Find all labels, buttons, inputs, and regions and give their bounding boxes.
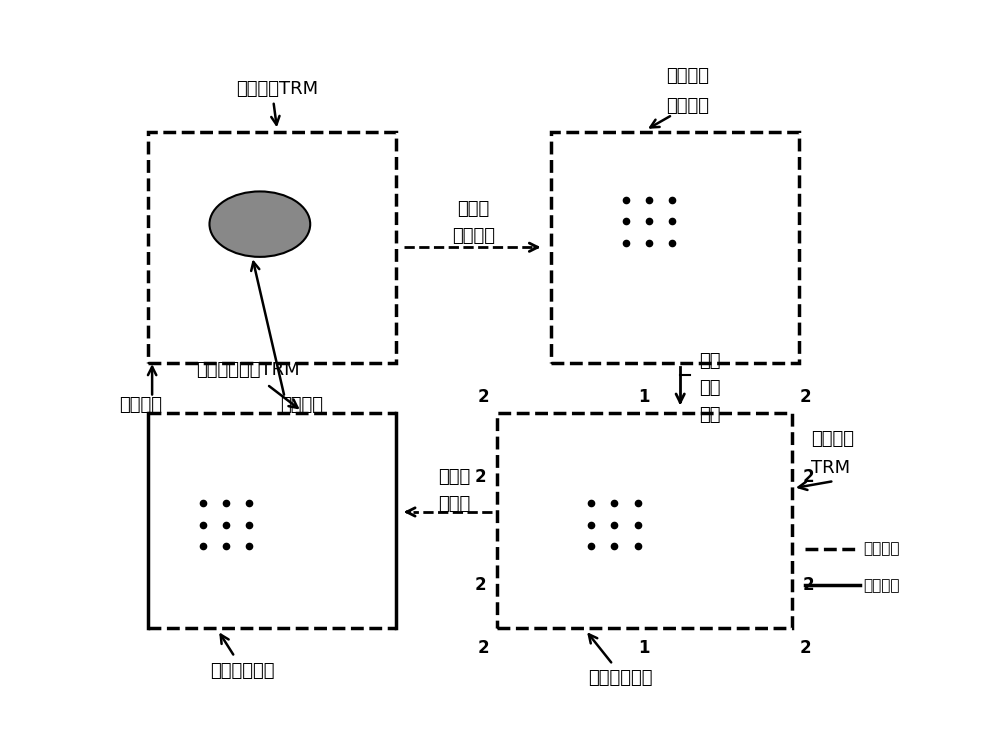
Bar <box>497 413 792 628</box>
Text: 2: 2 <box>477 388 489 407</box>
Text: 2: 2 <box>800 638 811 656</box>
Text: 离散化: 离散化 <box>458 200 490 218</box>
Text: 未选单元: 未选单元 <box>864 541 900 556</box>
Text: 1: 1 <box>639 388 650 407</box>
Text: 要求: 要求 <box>700 406 721 424</box>
Text: 2: 2 <box>474 469 486 486</box>
Bar <box>551 132 799 363</box>
Text: 2: 2 <box>477 638 489 656</box>
Text: 增益补偿因子: 增益补偿因子 <box>588 670 653 688</box>
Text: 离散化的: 离散化的 <box>666 67 709 86</box>
Text: 2: 2 <box>803 469 814 486</box>
Text: 效率阈: 效率阈 <box>438 469 471 486</box>
Text: 2: 2 <box>800 388 811 407</box>
Text: 1: 1 <box>639 638 650 656</box>
Text: 最优稀疏单元TRM: 最优稀疏单元TRM <box>196 361 299 379</box>
Bar <box>148 132 396 363</box>
Text: 受能区域: 受能区域 <box>666 97 709 115</box>
Text: 旁瓣: 旁瓣 <box>700 352 721 370</box>
Text: 值要求: 值要求 <box>438 495 471 513</box>
Text: 2: 2 <box>803 577 814 595</box>
Ellipse shape <box>209 191 310 257</box>
Text: 选中单元: 选中单元 <box>864 578 900 593</box>
Text: 受能区域: 受能区域 <box>452 226 495 244</box>
Text: 稀疏单元: 稀疏单元 <box>811 430 854 448</box>
Text: 密集单元TRM: 密集单元TRM <box>236 80 318 98</box>
Text: 基本单元: 基本单元 <box>119 396 162 414</box>
Text: 受能区域: 受能区域 <box>281 396 324 414</box>
Text: 最优有源单元: 最优有源单元 <box>210 662 275 679</box>
Text: 2: 2 <box>474 577 486 595</box>
Text: 阈值: 阈值 <box>700 378 721 397</box>
Text: TRM: TRM <box>811 459 850 477</box>
